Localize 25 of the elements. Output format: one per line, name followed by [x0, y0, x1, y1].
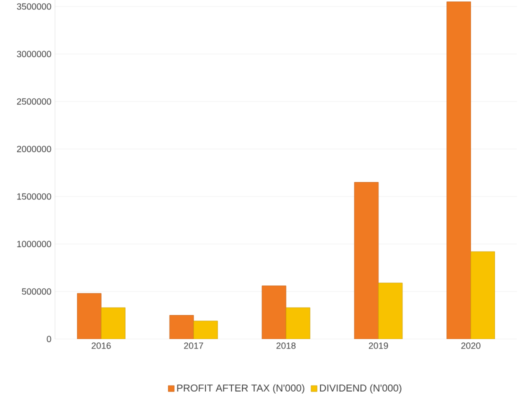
bar [169, 315, 194, 339]
bar [262, 286, 286, 339]
x-tick-label: 2018 [276, 342, 296, 349]
bar [354, 182, 379, 339]
bar [193, 320, 218, 339]
x-tick-label: 2020 [461, 342, 480, 349]
bar [101, 307, 126, 339]
legend-label: DIVIDEND (N'000) [320, 384, 402, 394]
bar [378, 282, 403, 339]
y-tick-label: 2500000 [17, 98, 52, 105]
x-tick-label: 2017 [184, 342, 204, 349]
y-tick-label: 1000000 [17, 240, 52, 248]
x-tick-label: 2019 [368, 342, 388, 349]
bar [470, 251, 495, 339]
x-tick-label: 2016 [92, 342, 111, 349]
bar [286, 307, 310, 339]
y-tick-label: 0 [46, 336, 52, 342]
bar [446, 2, 471, 339]
bar [77, 293, 102, 339]
y-tick-label: 500000 [22, 288, 52, 295]
y-tick-label: 3500000 [16, 3, 52, 10]
y-tick-label: 2000000 [17, 146, 52, 152]
y-tick-label: 1500000 [17, 193, 52, 200]
y-tick-label: 3000000 [16, 50, 52, 58]
legend-label: PROFIT AFTER TAX (N'000) [177, 384, 304, 394]
